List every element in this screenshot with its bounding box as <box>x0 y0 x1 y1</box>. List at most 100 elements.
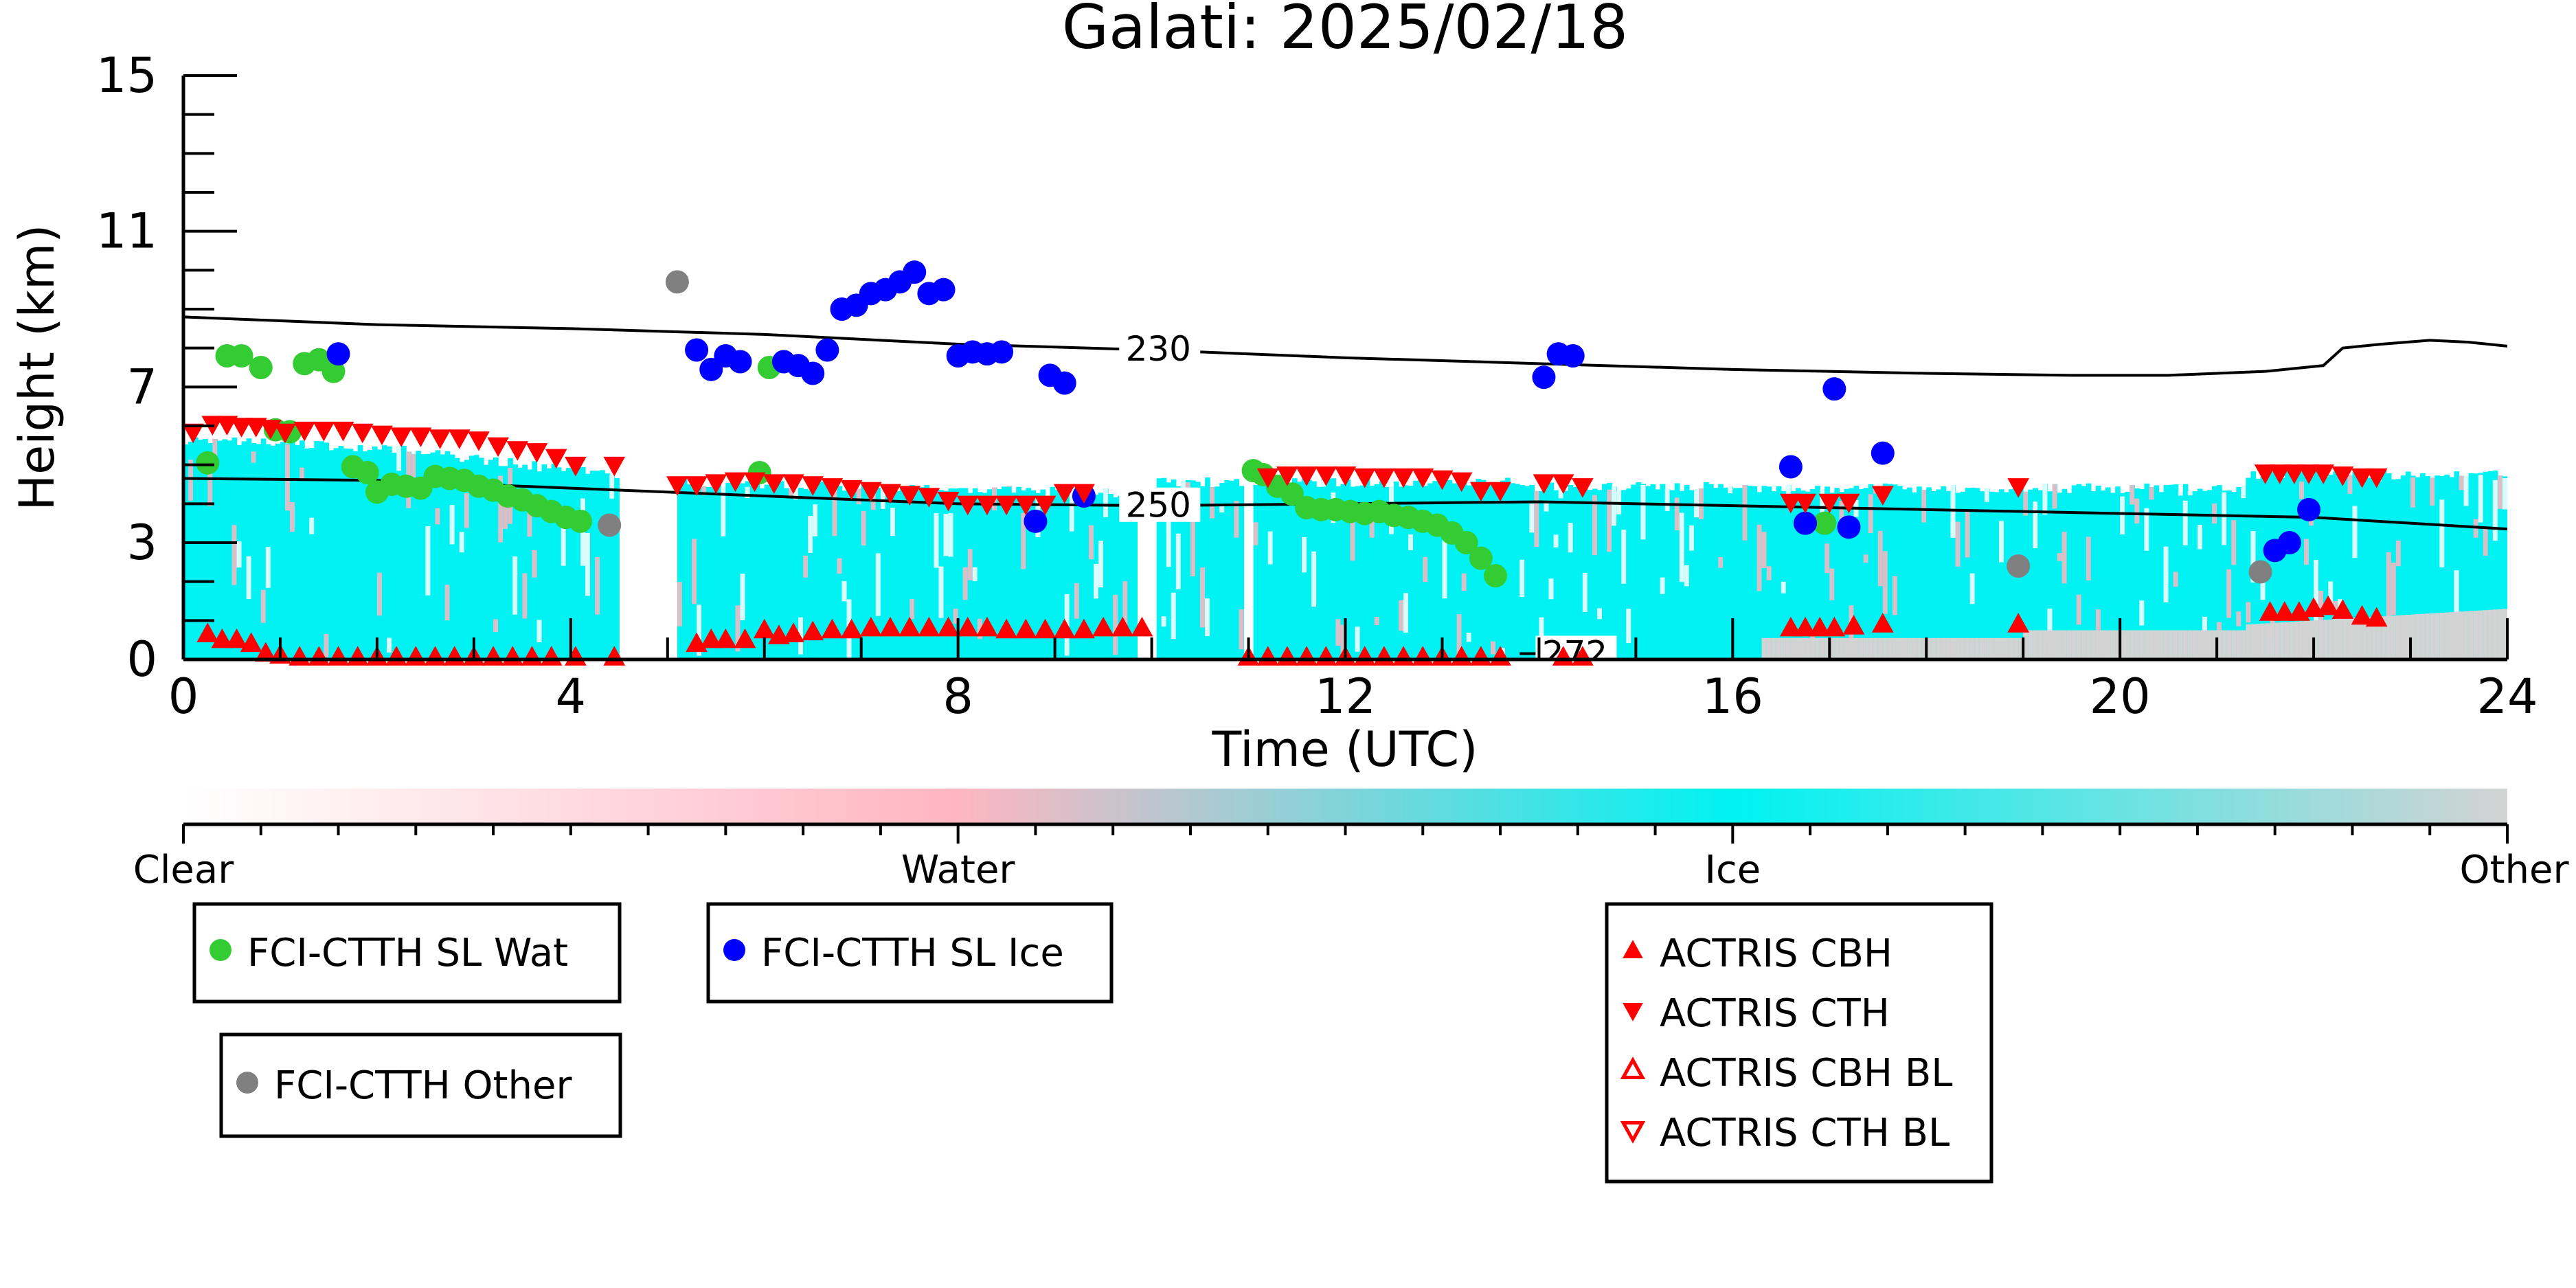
curtain-column <box>972 488 978 659</box>
curtain-column <box>725 482 732 659</box>
curtain-column <box>778 481 784 659</box>
curtain-column <box>986 489 993 659</box>
data-point <box>1469 546 1493 570</box>
curtain-column <box>1824 486 1830 659</box>
curtain-column <box>2314 471 2319 659</box>
curtain-column <box>1800 490 1806 659</box>
curtain-column <box>1974 488 1980 659</box>
curtain-column <box>2168 484 2174 659</box>
curtain-column <box>1805 491 1811 659</box>
curtain-column <box>1912 492 1917 659</box>
data-point <box>565 456 587 477</box>
curtain-column <box>590 471 596 659</box>
data-point <box>1052 371 1076 395</box>
curtain-column <box>565 468 572 659</box>
data-point <box>506 441 529 461</box>
curtain-column <box>2052 484 2058 659</box>
curtain-column <box>319 441 324 659</box>
curtain-column <box>1693 489 1699 659</box>
data-point <box>1818 493 1841 514</box>
curtain-column <box>468 455 475 659</box>
y-tick-label: 3 <box>126 515 157 571</box>
curtain-column <box>1752 486 1758 659</box>
curtain-column <box>2298 471 2305 659</box>
data-point <box>956 616 979 637</box>
curtain-column <box>1030 490 1037 659</box>
data-point <box>2273 601 2296 621</box>
curtain-column <box>1205 477 1210 659</box>
y-axis-label: Height (km) <box>9 225 65 511</box>
data-point <box>225 628 248 648</box>
curtain-column <box>1190 480 1196 659</box>
curtain-column <box>2381 469 2387 659</box>
curtain-column <box>556 467 562 659</box>
legend-entry: FCI-CTTH SL Ice <box>723 931 1064 975</box>
data-point <box>995 618 1017 639</box>
data-point <box>1871 613 1894 633</box>
curtain-column <box>1882 483 1888 659</box>
curtain-column <box>193 437 199 659</box>
data-point <box>293 421 316 442</box>
curtain-column <box>1718 484 1724 659</box>
colorbar-label: Water <box>901 848 1016 892</box>
curtain-column <box>2376 476 2382 659</box>
curtain-column <box>2347 475 2353 659</box>
curtain-column <box>328 450 335 659</box>
curtain-column <box>764 484 770 659</box>
data-point <box>468 431 490 451</box>
curtain-column <box>1776 486 1782 659</box>
curtain-column <box>2081 486 2087 659</box>
curtain-column <box>493 457 499 659</box>
data-point <box>429 429 451 449</box>
curtain-column <box>788 488 794 659</box>
curtain-column <box>2100 490 2106 659</box>
data-point <box>326 342 350 366</box>
data-point <box>1532 365 1556 389</box>
data-point <box>274 423 296 444</box>
curtain-column <box>2182 484 2189 659</box>
curtain-column <box>188 442 194 659</box>
curtain-column <box>1829 493 1835 659</box>
x-tick-label: 12 <box>1315 668 1376 725</box>
curtain-column <box>2222 490 2227 659</box>
curtain-column <box>473 455 479 659</box>
data-point <box>1392 468 1414 488</box>
data-point <box>2317 595 2340 615</box>
curtain-column <box>701 486 707 659</box>
curtain-column <box>2057 493 2063 659</box>
curtain-column <box>905 488 910 659</box>
data-point <box>1561 344 1585 368</box>
data-point <box>1431 470 1454 490</box>
data-point <box>840 618 863 639</box>
curtain-column <box>609 475 615 659</box>
data-point <box>2351 468 2373 488</box>
curtain-column <box>1393 482 1399 659</box>
data-point <box>1111 616 1134 637</box>
curtain-column <box>1302 478 1307 659</box>
curtain-column <box>2439 475 2445 659</box>
curtain-column <box>1998 489 2004 659</box>
curtain-column <box>1965 488 1971 659</box>
data-point <box>196 451 220 475</box>
legend-label: FCI-CTTH SL Wat <box>247 931 568 975</box>
curtain-column <box>1529 484 1535 659</box>
curtain-column <box>2294 473 2300 659</box>
curtain-column <box>1316 486 1322 659</box>
curtain-column <box>416 451 421 659</box>
curtain-column <box>2415 477 2421 659</box>
curtain-column <box>1335 486 1342 659</box>
data-point <box>351 423 374 444</box>
curtain-column <box>1921 490 1927 659</box>
curtain-column <box>808 490 813 659</box>
data-point <box>899 486 921 506</box>
curtain-column <box>2449 477 2455 659</box>
data-point <box>211 628 234 648</box>
curtain-column <box>1897 486 1903 659</box>
curtain-column <box>387 446 392 659</box>
curtain-column <box>2212 486 2217 659</box>
curtain-column <box>595 471 600 659</box>
curtain-column <box>2323 477 2329 659</box>
curtain-column <box>2497 475 2503 659</box>
curtain-column <box>1180 481 1186 659</box>
curtain-column <box>2061 488 2068 659</box>
